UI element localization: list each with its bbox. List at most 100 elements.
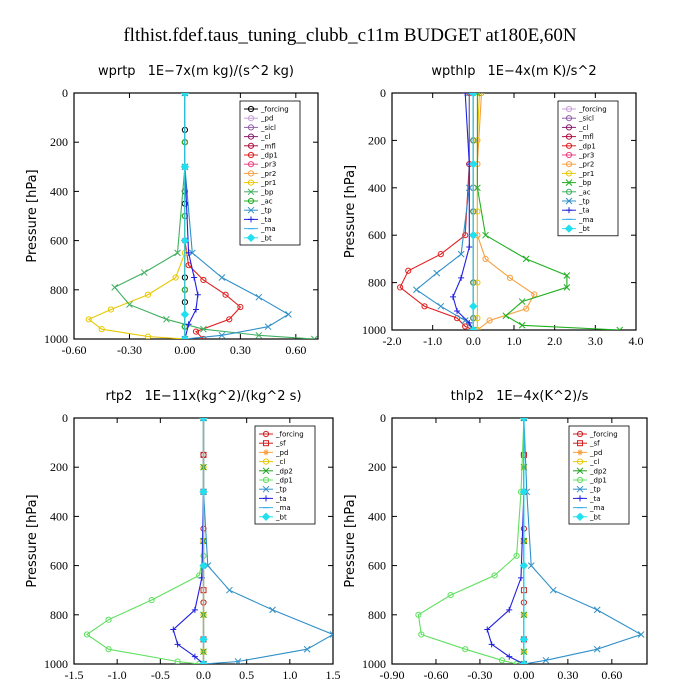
series-point_bt [519,418,529,423]
legend-label: _ta [578,207,590,215]
y-tick-label: 400 [50,184,68,198]
x-tick-label: 0.60 [601,668,622,682]
legend-label: _dp1 [260,152,278,160]
x-tick-label: -0.60 [62,343,87,357]
legend-marker [565,151,573,159]
series-point_dp1 [237,303,244,311]
series-point_dp1 [513,552,520,559]
legend-marker [247,133,255,140]
y-tick-label: 600 [368,559,386,573]
legend-label: _ma [260,225,276,233]
legend-marker [247,179,255,186]
legend-marker [247,188,255,196]
series-point_bp [163,315,170,323]
legend-label: _sicl [578,115,594,123]
y-tick-label: 1000 [44,332,68,346]
x-tick-label: 2.0 [547,334,562,348]
legend-marker [247,142,255,149]
series-point_dp1 [405,267,412,274]
legend-label: _sicl [260,124,276,132]
series-point_dp1 [462,646,469,653]
series-point_bp [255,331,263,339]
series-point_tp [218,331,226,339]
legend-label: _bp [260,188,274,196]
series-point_bp [474,184,481,192]
series-point_pr1 [144,291,152,298]
legend-label: _bt [275,513,287,521]
series-point_dp1 [397,284,404,291]
series-point_tp [593,645,601,653]
series-point_bt [180,93,190,98]
series-point_ta [506,606,513,613]
series-line_tp [415,93,474,330]
legend-marker [565,124,573,131]
series-point_pr1 [474,315,481,322]
series-point_tp [457,250,465,258]
legend-label: _pr1 [578,170,594,178]
y-tick-label: 400 [368,509,386,523]
y-tick-label: 200 [368,133,386,147]
series-point_pr1 [144,333,152,339]
legend-marker [263,495,269,502]
legend-label: _bt [578,225,590,233]
legend-label: _pr3 [578,152,594,160]
series-point_bp [563,272,571,279]
series-point_bt [199,418,208,423]
chart-panel-rtp2: rtp2 1E−11x(kg^2)/(kg^2 s) Pressure [hPa] 0… [25,389,341,682]
y-tick-label: 400 [50,509,68,523]
series-point_tp [303,645,311,653]
y-tick-label: 0 [62,86,68,100]
y-tick-label: 0 [380,411,386,425]
y-tick-label: 600 [50,559,68,573]
series-point_bp [126,301,133,308]
series-point_dp1 [491,572,498,579]
series-point_pr2 [523,305,530,312]
series-point_bt [469,230,478,240]
series-line_dp1 [85,418,205,664]
legend-label: _bt [260,234,272,242]
panel-title-units: 1E−4x(m K)/s^2 [487,64,596,79]
legend: _forcing_pd_sicl_cl_mfl_dp1_pr3_pr2_pr1_… [239,100,301,246]
series-point_bp [111,283,119,291]
y-tick-label: 1000 [362,657,386,671]
series-point_dp1 [174,658,181,664]
series-point_tp [264,323,272,331]
series-point_dp1 [83,631,91,638]
x-tick-label: -0.5 [151,668,170,682]
panel-title-var: thlp2 [451,389,484,404]
legend-label: _tp [589,486,601,494]
series-point_bt [199,635,208,644]
series-point_bt [519,659,529,664]
series-line_ta [486,418,525,664]
legend-marker [566,207,572,214]
series-point_bp [518,298,526,305]
legend-label: _pr2 [260,170,276,178]
x-tick-label: -0.30 [117,343,142,357]
legend-label: _pd [589,449,602,457]
legend-marker [565,133,573,140]
legend-marker [262,476,270,484]
panel-title: wpthlp 1E−4x(m K)/s^2 [431,64,596,79]
legend-marker [564,224,574,233]
legend-marker [246,233,256,243]
series-point_bt [469,325,478,330]
legend-label: _ma [275,504,291,512]
series-point_pr2 [482,255,489,262]
y-tick-label: 800 [368,608,386,622]
series-point_dp1 [462,323,469,330]
series-point_pr2 [486,317,493,324]
series-point_bt [519,635,529,644]
y-tick-label: 200 [50,460,68,474]
series-point_dp1 [462,232,469,239]
series-point_pr1 [172,274,179,281]
x-tick-label: 0.0 [196,668,211,682]
legend-label: _cl [260,133,270,141]
x-tick-label: -2.0 [383,334,402,348]
series-point_ta [484,626,491,633]
series-point_dp1 [200,335,207,339]
series-point_bp [616,326,624,330]
x-tick-label: 1.0 [282,668,297,682]
series-point_dp1 [415,611,422,618]
x-tick-label: 0.5 [239,668,254,682]
